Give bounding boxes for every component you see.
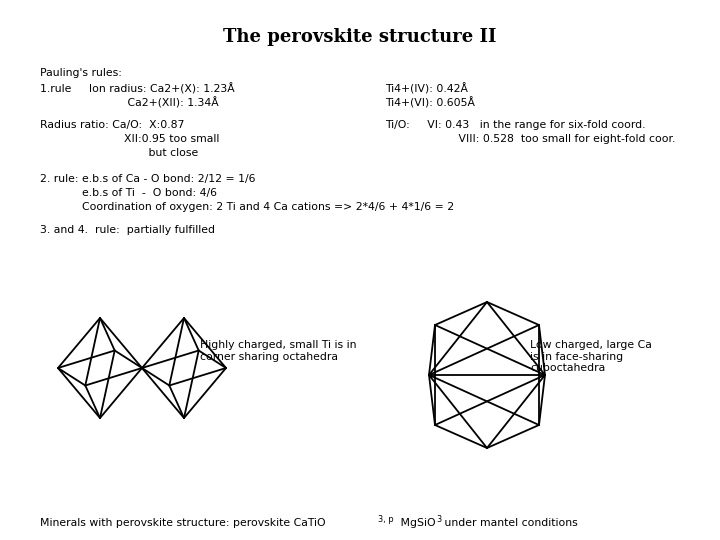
Text: Coordination of oxygen: 2 Ti and 4 Ca cations => 2*4/6 + 4*1/6 = 2: Coordination of oxygen: 2 Ti and 4 Ca ca… bbox=[40, 202, 454, 212]
Text: The perovskite structure II: The perovskite structure II bbox=[223, 28, 497, 46]
Text: under mantel conditions: under mantel conditions bbox=[441, 518, 578, 528]
Text: MgSiO: MgSiO bbox=[397, 518, 436, 528]
Text: 3. and 4.  rule:  partially fulfilled: 3. and 4. rule: partially fulfilled bbox=[40, 225, 215, 235]
Text: Highly charged, small Ti is in
corner sharing octahedra: Highly charged, small Ti is in corner sh… bbox=[200, 340, 356, 362]
Text: 3: 3 bbox=[436, 515, 441, 524]
Text: VIII: 0.528  too small for eight-fold coor.: VIII: 0.528 too small for eight-fold coo… bbox=[385, 134, 675, 144]
Text: but close: but close bbox=[40, 148, 198, 158]
Text: Minerals with perovskite structure: perovskite CaTiO: Minerals with perovskite structure: pero… bbox=[40, 518, 325, 528]
Text: Low charged, large Ca
is in face-sharing
cuboctahedra: Low charged, large Ca is in face-sharing… bbox=[530, 340, 652, 373]
Text: e.b.s of Ti  -  O bond: 4/6: e.b.s of Ti - O bond: 4/6 bbox=[40, 188, 217, 198]
Text: Ti4+(IV): 0.42Å: Ti4+(IV): 0.42Å bbox=[385, 83, 468, 94]
Text: 3, p: 3, p bbox=[378, 515, 394, 524]
Text: Ti4+(VI): 0.605Å: Ti4+(VI): 0.605Å bbox=[385, 97, 475, 109]
Text: 1.rule     Ion radius: Ca2+(X): 1.23Å: 1.rule Ion radius: Ca2+(X): 1.23Å bbox=[40, 83, 235, 94]
Text: Ti/O:     VI: 0.43   in the range for six-fold coord.: Ti/O: VI: 0.43 in the range for six-fold… bbox=[385, 120, 646, 130]
Text: 2. rule: e.b.s of Ca - O bond: 2/12 = 1/6: 2. rule: e.b.s of Ca - O bond: 2/12 = 1/… bbox=[40, 174, 256, 184]
Text: Radius ratio: Ca/O:  X:0.87: Radius ratio: Ca/O: X:0.87 bbox=[40, 120, 184, 130]
Text: Pauling's rules:: Pauling's rules: bbox=[40, 68, 122, 78]
Text: XII:0.95 too small: XII:0.95 too small bbox=[40, 134, 220, 144]
Text: Ca2+(XII): 1.34Å: Ca2+(XII): 1.34Å bbox=[40, 97, 219, 109]
